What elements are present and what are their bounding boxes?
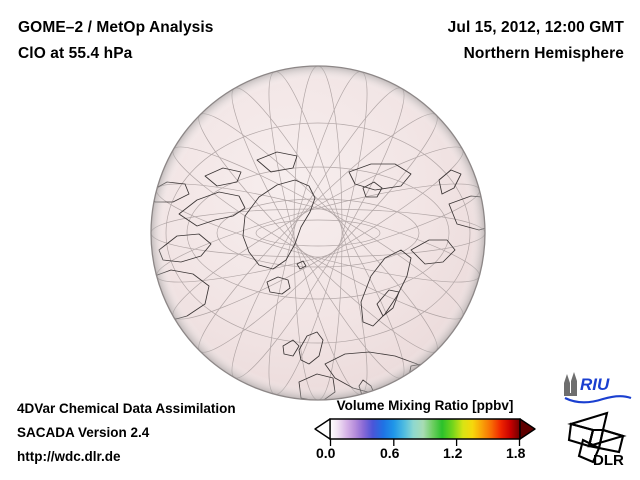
footer-version: SACADA Version 2.4 [17,425,150,440]
footer-url[interactable]: http://wdc.dlr.de [17,449,121,464]
dlr-pinwheel-icon [567,411,627,464]
colorbar-tick-1: 0.6 [380,445,400,461]
title-timestamp: Jul 15, 2012, 12:00 GMT [447,19,624,36]
riu-logo: RIU [564,372,632,404]
colorbar-left-arrow [314,418,331,440]
title-instrument: GOME–2 / MetOp Analysis [18,19,214,36]
colorbar-tick-3: 1.8 [506,445,526,461]
globe-outline [150,65,486,401]
riu-wave-icon [564,395,632,404]
globe-rim-shade [151,66,485,400]
colorbar-right-arrow [519,418,536,440]
title-region: Northern Hemisphere [463,45,624,62]
dlr-logo: DLR [567,411,627,468]
colorbar-title: Volume Mixing Ratio [ppbv] [336,398,514,413]
riu-towers-icon [564,372,577,396]
footer-method: 4DVar Chemical Data Assimilation [17,401,236,416]
riu-wordmark: RIU [580,375,610,394]
colorbar-scale [314,418,536,446]
colorbar-legend: Volume Mixing Ratio [ppbv] [310,398,540,470]
dlr-wordmark: DLR [593,452,624,468]
colorbar-ticks [329,439,521,446]
title-species-level: ClO at 55.4 hPa [18,45,133,62]
globe-map [149,64,487,402]
colorbar-tick-0: 0.0 [316,445,336,461]
colorbar-tick-2: 1.2 [443,445,463,461]
